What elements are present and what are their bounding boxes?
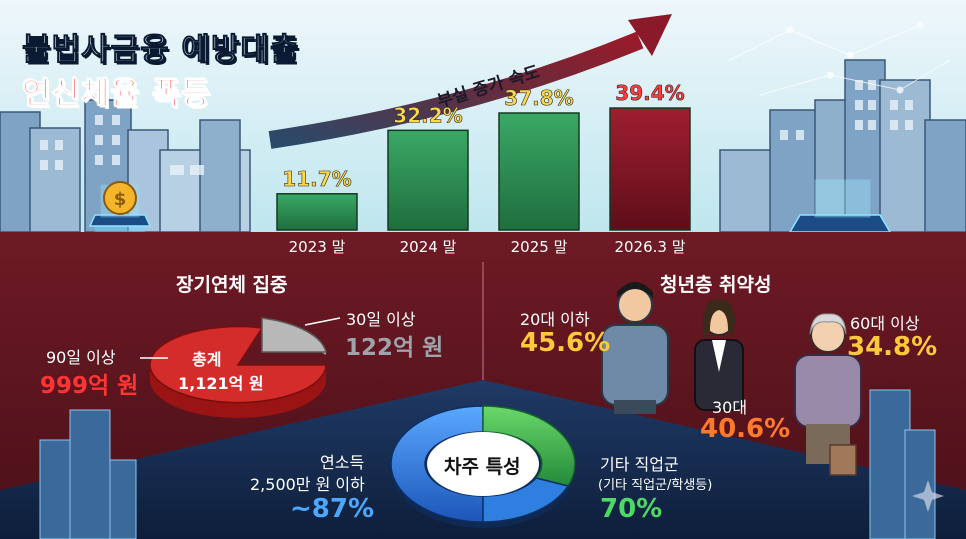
income-label-2: 2,500만 원 이하: [250, 475, 365, 494]
trend-arrow-head: [628, 14, 672, 56]
bar-3: [609, 107, 691, 231]
sparkle-icon: [912, 480, 944, 512]
bar-chart: 11.7% 2023 말 32.2% 2024 말 37.8% 2025 말 39.4% 20…: [276, 81, 691, 256]
bar-value-label-3: 39.4%: [615, 81, 684, 105]
pie-slice-over30-top: [261, 317, 327, 353]
bar-category-label-1: 2024 말: [400, 238, 457, 256]
donut-segment-remainder: [482, 477, 570, 523]
glowing-block-illustration: [788, 179, 892, 233]
over30-value: 122억 원: [345, 335, 444, 361]
bar-1: [387, 129, 469, 231]
pie-slice-over90: [149, 325, 327, 404]
bar-value-label-2: 37.8%: [504, 86, 573, 110]
leader-line-over30: [304, 317, 341, 326]
bar-value-label-0: 11.7%: [282, 167, 351, 191]
youth-title: 청년층 취약성: [660, 274, 772, 296]
coin-icon: [103, 181, 137, 215]
donut-center-title: 차주 특성: [444, 456, 521, 478]
pie-chart-long-term: [140, 317, 341, 418]
youth-60s-value: 34.8%: [847, 332, 938, 362]
bar-category-label-3: 2026.3 말: [614, 238, 685, 256]
left-window-grid: [40, 115, 204, 175]
pie-total-value: 1,121억 원: [178, 374, 264, 393]
youth-60s-label: 60대 이상: [850, 314, 920, 333]
dollar-sign-icon: $: [114, 189, 127, 210]
donut-center: [427, 432, 539, 496]
job-sublabel: (기타 직업군/학생등): [598, 478, 713, 493]
page-title-line2: 연신체율 폭등: [22, 76, 211, 113]
person-60s-illustration: [794, 313, 862, 476]
youth-20s-label: 20대 이하: [520, 310, 590, 329]
donut-segment-income: [390, 405, 484, 523]
left-skyline-illustration: [0, 99, 251, 233]
bar-0: [276, 193, 358, 231]
long-term-title: 장기연체 집중: [176, 274, 288, 296]
youth-30s-label: 30대: [712, 398, 748, 417]
network-lines-decoration: [729, 21, 951, 96]
right-window-grid: [780, 80, 913, 140]
job-label: 기타 직업군: [600, 455, 679, 474]
income-value: ~87%: [290, 494, 375, 524]
person-20s-illustration: [601, 282, 669, 414]
bar-value-label-1: 32.2%: [393, 103, 462, 127]
youth-20s-value: 45.6%: [520, 328, 611, 358]
bar-category-label-0: 2023 말: [289, 238, 346, 256]
over30-label: 30일 이상: [346, 310, 416, 329]
over90-label: 90일 이상: [46, 348, 116, 367]
trend-arrow: [268, 31, 644, 149]
bar-category-label-2: 2025 말: [511, 238, 568, 256]
person-30s-illustration: [694, 299, 744, 411]
job-value: 70%: [600, 494, 663, 524]
over90-value: 999억 원: [40, 373, 139, 399]
bar-2: [498, 112, 580, 231]
bottom-buildings-illustration: [39, 389, 936, 539]
income-label-1: 연소득: [320, 453, 365, 472]
page-title-line1: 불법사금융 예방대출: [21, 32, 300, 69]
youth-30s-value: 40.6%: [700, 414, 791, 444]
donut-chart-borrower: [390, 405, 576, 528]
right-skyline-illustration: [719, 59, 966, 233]
pie-total-label: 총계: [192, 350, 222, 369]
